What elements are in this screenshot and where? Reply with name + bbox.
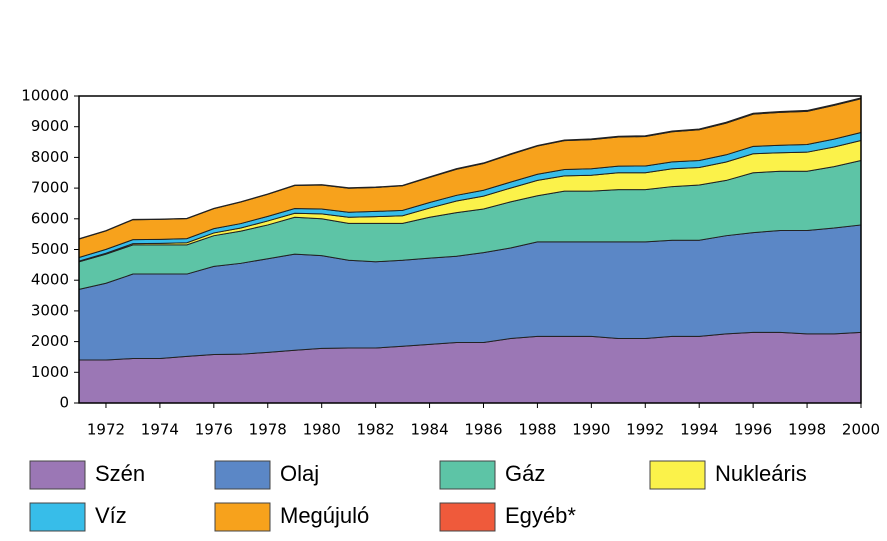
legend-swatch [29, 460, 86, 490]
y-tick-label: 1000 [31, 363, 69, 381]
y-tick-label: 6000 [31, 209, 69, 227]
y-tick-label: 2000 [31, 332, 69, 350]
x-tick-label: 1986 [464, 421, 502, 439]
y-tick-label: 4000 [31, 271, 69, 289]
y-tick-label: 3000 [31, 301, 69, 319]
legend-label: Víz [95, 503, 127, 528]
y-tick-label: 0 [59, 394, 69, 412]
y-tick-label: 5000 [31, 240, 69, 258]
legend-swatch [649, 460, 706, 490]
legend-label: Szén [95, 461, 145, 486]
x-tick-label: 1982 [357, 421, 395, 439]
legend-swatch [214, 502, 271, 532]
x-tick-label: 1990 [572, 421, 610, 439]
x-tick-label: 1978 [249, 421, 287, 439]
x-tick-label: 1988 [518, 421, 556, 439]
legend-swatch [439, 502, 496, 532]
legend-swatch [439, 460, 496, 490]
y-tick-label: 7000 [31, 179, 69, 197]
x-tick-label: 1992 [626, 421, 664, 439]
legend-label: Gáz [505, 461, 545, 486]
legend-label: Nukleáris [715, 461, 807, 486]
x-tick-label: 1974 [141, 421, 179, 439]
x-tick-label: 1996 [734, 421, 772, 439]
x-tick-label: 1976 [195, 421, 233, 439]
x-tick-label: 1984 [410, 421, 448, 439]
legend-label: Egyéb* [505, 503, 576, 528]
y-tick-label: 9000 [31, 117, 69, 135]
legend-swatch [29, 502, 86, 532]
x-tick-label: 2000 [842, 421, 880, 439]
legend-label: Olaj [280, 461, 319, 486]
x-tick-label: 1994 [680, 421, 718, 439]
y-tick-label: 8000 [31, 148, 69, 166]
x-tick-label: 1980 [303, 421, 341, 439]
x-tick-label: 1972 [87, 421, 125, 439]
y-tick-label: 10000 [21, 87, 69, 105]
x-tick-label: 1998 [788, 421, 826, 439]
legend-swatch [214, 460, 271, 490]
legend-label: Megújuló [280, 503, 369, 528]
